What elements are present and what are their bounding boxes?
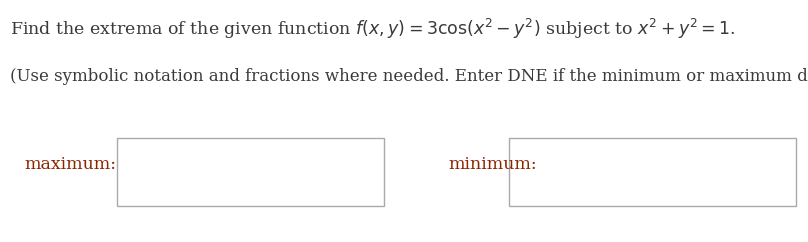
FancyBboxPatch shape: [509, 138, 796, 206]
Text: minimum:: minimum:: [448, 156, 537, 173]
Text: maximum:: maximum:: [24, 156, 116, 173]
Text: Find the extrema of the given function $f(x, y) = 3\cos(x^2 - y^2)$ subject to $: Find the extrema of the given function $…: [10, 17, 735, 41]
FancyBboxPatch shape: [117, 138, 384, 206]
Text: (Use symbolic notation and fractions where needed. Enter DNE if the minimum or m: (Use symbolic notation and fractions whe…: [10, 68, 808, 85]
